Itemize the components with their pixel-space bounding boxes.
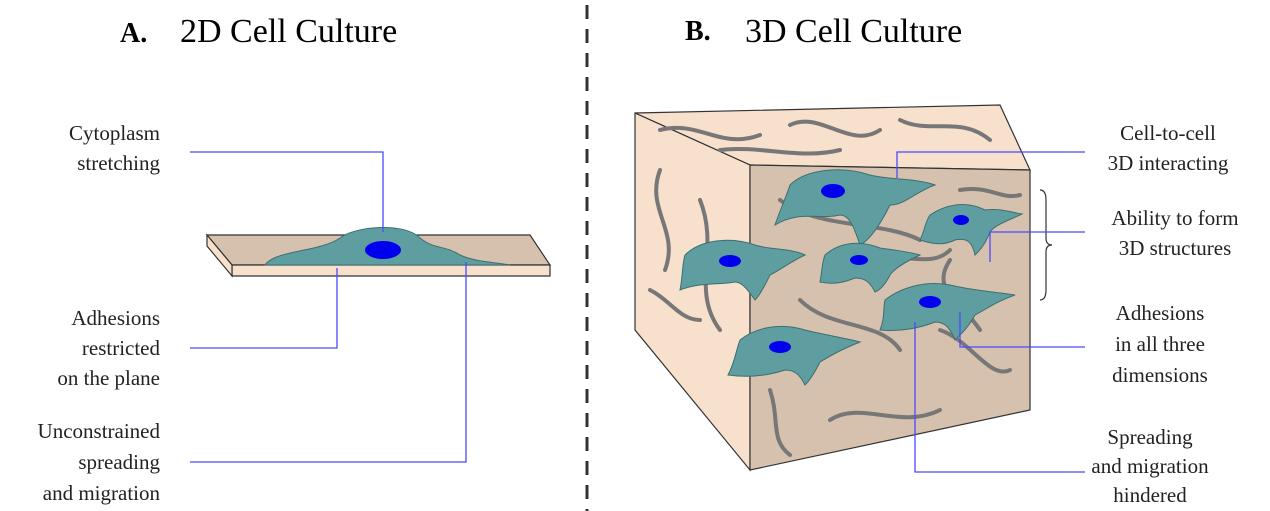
annotation-line: hindered [1113,483,1187,507]
annotation-line: dimensions [1112,363,1208,387]
panel-letter: A. [120,18,147,49]
annotation-line: Cytoplasm [69,121,160,145]
annotation-line: and migration [43,481,161,505]
panel-title: 3D Cell Culture [745,13,962,50]
annotation-line: in all three [1115,332,1205,356]
annotation-line: Adhesions [1116,301,1205,325]
2d-culture-drawing [207,227,550,276]
annotation-line: 3D interacting [1108,151,1229,175]
3d-culture-drawing [635,105,1052,470]
annotation-line: and migration [1091,454,1209,478]
figure: A. 2D Cell Culture B. 3D Cell Culture Cy… [0,0,1270,511]
annotation-line: restricted [82,336,161,360]
annotation-line: Spreading [1107,425,1193,449]
annotation-line: Ability to form [1111,206,1238,230]
annotation-line: Adhesions [71,306,160,330]
annotation-line: Cell-to-cell [1120,121,1216,145]
annotation-line: spreading [78,450,160,474]
annotation-line: on the plane [57,366,160,390]
annotation-line: Unconstrained [38,419,161,443]
annotation-line: stretching [77,151,160,175]
panel-title: 2D Cell Culture [180,13,397,50]
panel-letter: B. [685,16,711,47]
annotation-line: 3D structures [1119,236,1232,260]
